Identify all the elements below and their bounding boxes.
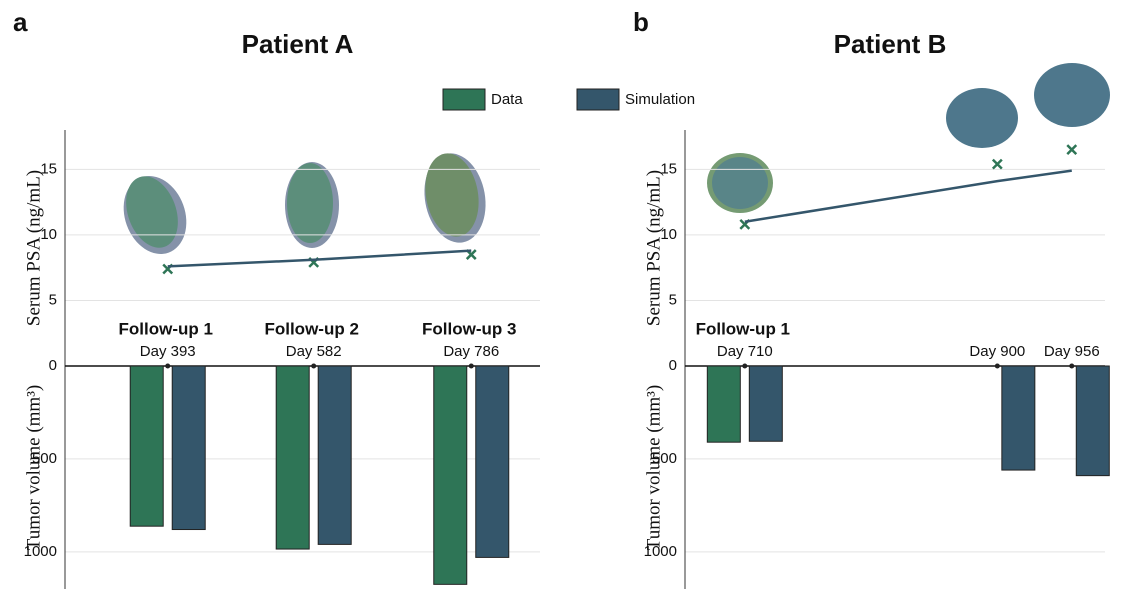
y-tick-label: 5	[49, 291, 57, 308]
legend-label: Simulation	[625, 91, 695, 108]
y-tick-label: 15	[660, 160, 677, 177]
x-tick	[165, 364, 170, 369]
y-tick-label: 5	[669, 291, 677, 308]
volume-bar	[1002, 366, 1035, 470]
follow-up-label: Follow-up 1	[119, 319, 213, 338]
y2-axis-label: Tumor volume (mm³)	[23, 385, 44, 550]
x-tick-label: Day 582	[286, 343, 342, 360]
y-axis-label: Serum PSA (ng/mL)	[643, 170, 664, 326]
y2-tick-label: 500	[32, 450, 57, 467]
x-tick	[469, 364, 474, 369]
y-tick-label: 0	[669, 357, 677, 374]
psa-line	[745, 171, 1072, 222]
chart-title: Patient B	[834, 29, 947, 59]
follow-up-label: Follow-up 1	[696, 319, 790, 338]
x-tick-label: Day 900	[969, 343, 1025, 360]
y-axis-label: Serum PSA (ng/mL)	[23, 170, 44, 326]
follow-up-label: Follow-up 2	[264, 319, 358, 338]
volume-bar	[172, 366, 205, 530]
volume-bar	[749, 366, 782, 441]
legend-swatch	[577, 89, 619, 110]
x-tick-label: Day 710	[717, 343, 773, 360]
chart-title: Patient A	[242, 29, 354, 59]
y2-axis-label: Tumor volume (mm³)	[643, 385, 664, 550]
x-tick-label: Day 786	[443, 343, 499, 360]
x-tick-label: Day 393	[140, 343, 196, 360]
volume-bar	[276, 366, 309, 549]
psa-marker	[993, 160, 1002, 169]
x-tick	[1069, 364, 1074, 369]
y-tick-label: 10	[660, 226, 677, 243]
y-tick-label: 0	[49, 357, 57, 374]
y2-tick-label: 1000	[644, 543, 677, 560]
y-tick-label: 10	[40, 226, 57, 243]
x-tick-label: Day 956	[1044, 343, 1100, 360]
legend-label: Data	[491, 91, 523, 108]
volume-bar	[707, 366, 740, 442]
follow-up-label: Follow-up 3	[422, 319, 516, 338]
y2-tick-label: 1000	[24, 543, 57, 560]
legend-swatch	[443, 89, 485, 110]
psa-line	[168, 251, 472, 267]
volume-bar	[130, 366, 163, 526]
volume-bar	[434, 366, 467, 584]
x-tick	[995, 364, 1000, 369]
figure: a Patient A Serum PSA (ng/mL) Tumor volume …	[0, 0, 1126, 589]
y-tick-label: 15	[40, 160, 57, 177]
volume-bar	[318, 366, 351, 544]
x-tick	[311, 364, 316, 369]
panel-letter: a	[13, 7, 28, 37]
panel-letter: b	[633, 7, 649, 37]
volume-bar	[476, 366, 509, 557]
psa-marker	[1067, 145, 1076, 154]
y2-tick-label: 500	[652, 450, 677, 467]
x-tick	[742, 364, 747, 369]
volume-bar	[1076, 366, 1109, 476]
